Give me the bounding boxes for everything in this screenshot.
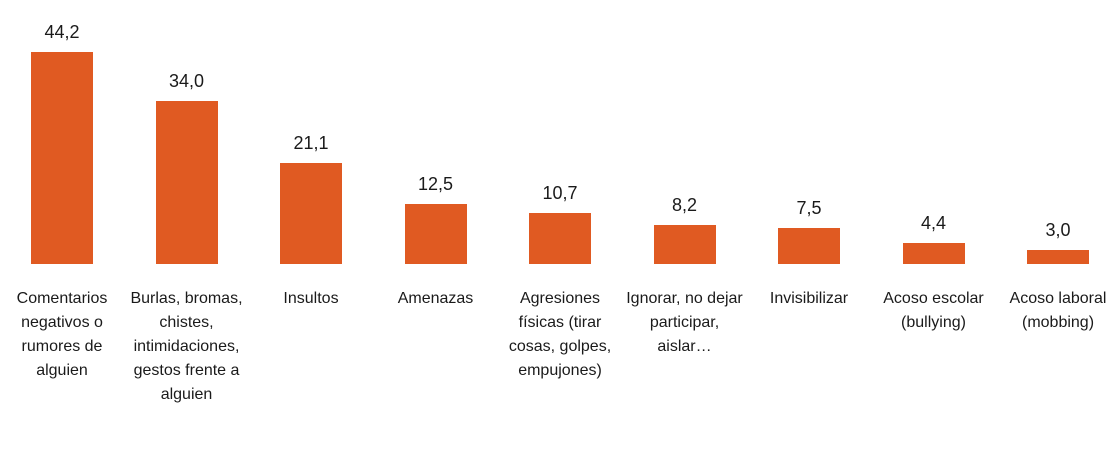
value-label: 21,1 (293, 132, 329, 153)
category-label: Ignorar, no dejar participar, aislar… (626, 290, 743, 355)
value-label: 8,2 (671, 194, 698, 215)
bar (529, 212, 591, 264)
bar (902, 242, 965, 264)
category-label: Insultos (283, 290, 339, 307)
category-label: Burlas, bromas, chistes, intimidaciones,… (130, 290, 243, 403)
bar (653, 224, 716, 264)
value-label: 34,0 (168, 70, 205, 91)
value-label: 12,5 (417, 174, 454, 194)
category-label: Agresiones físicas (tirar cosas, golpes,… (508, 290, 612, 379)
category-label: Comentarios negativos o rumores de algui… (16, 290, 108, 379)
bar (1027, 249, 1089, 264)
value-label: 3,0 (1045, 219, 1071, 240)
bar (31, 51, 93, 264)
value-label: 7,5 (796, 198, 822, 218)
category-label: Invisibilizar (769, 290, 849, 307)
bar (155, 100, 218, 264)
value-label: 4,4 (920, 212, 947, 233)
category-label: Amenazas (397, 290, 474, 307)
value-label: 44,2 (44, 21, 80, 42)
bar (778, 228, 840, 264)
category-label: Acoso laboral (mobbing) (1009, 290, 1107, 331)
value-label: 10,7 (542, 182, 578, 203)
bar (280, 162, 342, 264)
category-label: Acoso escolar (bullying) (883, 290, 984, 331)
bar (404, 204, 467, 264)
